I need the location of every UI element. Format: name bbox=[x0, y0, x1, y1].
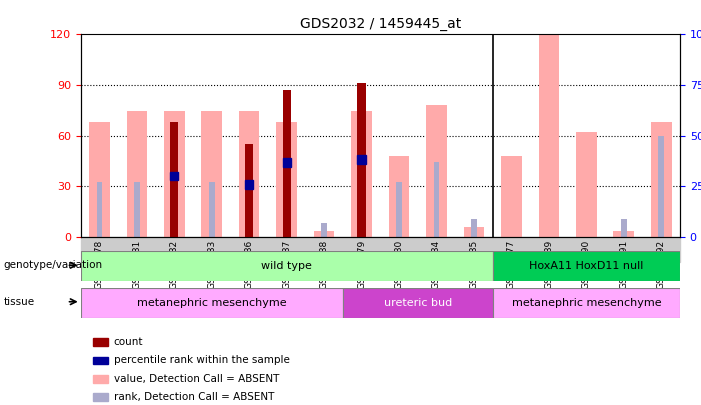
Bar bbox=[658, 136, 664, 237]
Text: ureteric bud: ureteric bud bbox=[383, 298, 452, 308]
Bar bbox=[245, 144, 253, 237]
Bar bbox=[493, 288, 680, 318]
Bar bbox=[358, 155, 366, 164]
Bar bbox=[89, 122, 109, 237]
Text: wild type: wild type bbox=[261, 261, 312, 271]
Bar bbox=[613, 231, 634, 237]
Text: genotype/variation: genotype/variation bbox=[4, 260, 102, 270]
Bar bbox=[493, 251, 680, 281]
Text: value, Detection Call = ABSENT: value, Detection Call = ABSENT bbox=[114, 374, 279, 384]
Bar bbox=[134, 182, 139, 237]
Bar bbox=[651, 122, 672, 237]
Bar bbox=[576, 132, 597, 237]
Bar bbox=[314, 231, 334, 237]
Bar bbox=[164, 111, 184, 237]
Bar bbox=[343, 288, 493, 318]
Bar bbox=[426, 105, 447, 237]
Bar bbox=[239, 111, 259, 237]
Bar bbox=[351, 111, 372, 237]
Text: count: count bbox=[114, 337, 143, 347]
Bar bbox=[81, 237, 680, 262]
Bar bbox=[358, 83, 366, 237]
Bar bbox=[93, 394, 107, 401]
Text: tissue: tissue bbox=[4, 297, 34, 307]
Text: rank, Detection Call = ABSENT: rank, Detection Call = ABSENT bbox=[114, 392, 274, 402]
Bar bbox=[276, 122, 297, 237]
Bar bbox=[93, 338, 107, 346]
Bar bbox=[170, 122, 178, 237]
Text: metanephric mesenchyme: metanephric mesenchyme bbox=[137, 298, 287, 308]
Bar bbox=[97, 182, 102, 237]
Bar bbox=[209, 182, 215, 237]
Text: metanephric mesenchyme: metanephric mesenchyme bbox=[512, 298, 661, 308]
Bar bbox=[389, 156, 409, 237]
Bar bbox=[283, 158, 291, 167]
Text: percentile rank within the sample: percentile rank within the sample bbox=[114, 355, 290, 365]
Bar bbox=[245, 180, 253, 189]
Title: GDS2032 / 1459445_at: GDS2032 / 1459445_at bbox=[299, 17, 461, 31]
Bar bbox=[621, 219, 627, 237]
Bar bbox=[81, 288, 343, 318]
Bar bbox=[93, 375, 107, 383]
Bar bbox=[81, 251, 493, 281]
Bar bbox=[501, 156, 522, 237]
Bar bbox=[283, 90, 291, 237]
Bar bbox=[170, 172, 178, 180]
Bar bbox=[463, 227, 484, 237]
Text: HoxA11 HoxD11 null: HoxA11 HoxD11 null bbox=[529, 261, 644, 271]
Bar bbox=[93, 356, 107, 364]
Bar bbox=[538, 18, 559, 237]
Bar bbox=[471, 219, 477, 237]
Bar bbox=[126, 111, 147, 237]
Bar bbox=[396, 182, 402, 237]
Bar bbox=[201, 111, 222, 237]
Bar bbox=[434, 162, 440, 237]
Bar bbox=[321, 223, 327, 237]
